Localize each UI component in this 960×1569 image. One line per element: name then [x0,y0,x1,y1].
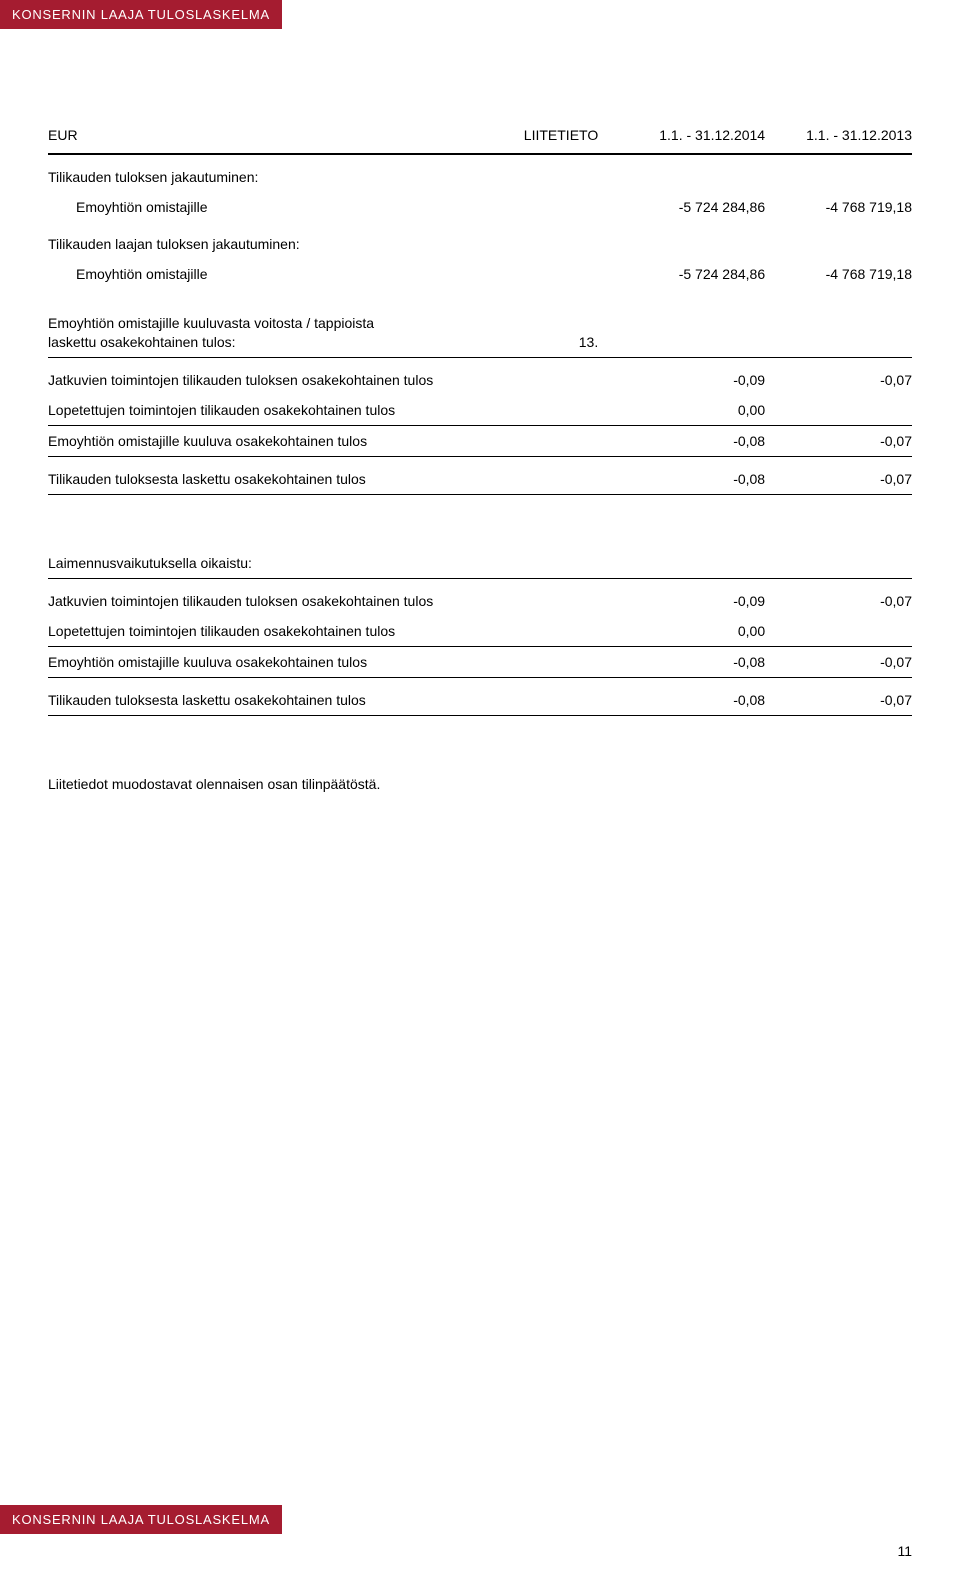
row-value-1: -5 724 284,86 [618,192,765,222]
row-value-2: -4 768 719,18 [765,192,912,222]
row-label: Laimennusvaikutuksella oikaistu: [48,495,523,579]
row-value-1: 0,00 [618,395,765,426]
row-label: Lopetettujen toimintojen tilikauden osak… [48,616,523,647]
row-label: Tilikauden tuloksesta laskettu osakekoht… [48,678,523,716]
row-label: Tilikauden tuloksen jakautuminen: [48,155,523,192]
table-row: Jatkuvien toimintojen tilikauden tulokse… [48,579,912,616]
row-value-2: -0,07 [765,358,912,395]
table-row: Tilikauden tuloksesta laskettu osakekoht… [48,678,912,716]
header-period-2: 1.1. - 31.12.2013 [765,120,912,154]
table-row: Emoyhtiön omistajille kuuluva osakekohta… [48,647,912,678]
table-row: Lopetettujen toimintojen tilikauden osak… [48,395,912,426]
row-label: Tilikauden laajan tuloksen jakautuminen: [48,222,523,259]
header-eur: EUR [48,120,523,154]
rule [48,716,912,717]
table-row: Lopetettujen toimintojen tilikauden osak… [48,616,912,647]
row-value-1: -0,08 [618,647,765,678]
row-label: Emoyhtiön omistajille [48,192,523,222]
row-value-2: -0,07 [765,579,912,616]
row-value-2: -0,07 [765,457,912,495]
row-label: Emoyhtiön omistajille kuuluvasta voitost… [48,289,523,331]
row-label: Tilikauden tuloksesta laskettu osakekoht… [48,457,523,495]
row-note: 13. [523,331,618,358]
section-banner-top: KONSERNIN LAAJA TULOSLASKELMA [0,0,282,29]
row-label: Emoyhtiön omistajille kuuluva osakekohta… [48,426,523,457]
table-row: Emoyhtiön omistajille kuuluva osakekohta… [48,426,912,457]
table-header-row: EUR LIITETIETO 1.1. - 31.12.2014 1.1. - … [48,120,912,154]
row-value-1: -0,09 [618,579,765,616]
header-note: LIITETIETO [523,120,618,154]
table-row: Laimennusvaikutuksella oikaistu: [48,495,912,579]
header-period-1: 1.1. - 31.12.2014 [618,120,765,154]
row-label: laskettu osakekohtainen tulos: [48,331,523,358]
row-label: Jatkuvien toimintojen tilikauden tulokse… [48,358,523,395]
row-label: Emoyhtiön omistajille kuuluva osakekohta… [48,647,523,678]
row-value-2: -0,07 [765,426,912,457]
section-banner-bottom: KONSERNIN LAAJA TULOSLASKELMA [0,1505,282,1534]
table-row: Emoyhtiön omistajille -5 724 284,86 -4 7… [48,259,912,289]
table-row: Tilikauden tuloksen jakautuminen: [48,155,912,192]
table-row: laskettu osakekohtainen tulos: 13. [48,331,912,358]
row-value-1: 0,00 [618,616,765,647]
row-label: Lopetettujen toimintojen tilikauden osak… [48,395,523,426]
row-value-2: -4 768 719,18 [765,259,912,289]
row-value-1: -0,09 [618,358,765,395]
row-value-1: -0,08 [618,457,765,495]
table-row: Tilikauden tuloksesta laskettu osakekoht… [48,457,912,495]
table-row: Jatkuvien toimintojen tilikauden tulokse… [48,358,912,395]
table-row: Emoyhtiön omistajille kuuluvasta voitost… [48,289,912,331]
row-label: Emoyhtiön omistajille [48,259,523,289]
footnote-text: Liitetiedot muodostavat olennaisen osan … [48,776,912,792]
content-area: EUR LIITETIETO 1.1. - 31.12.2014 1.1. - … [48,120,912,792]
income-statement-table: EUR LIITETIETO 1.1. - 31.12.2014 1.1. - … [48,120,912,716]
table-row: Tilikauden laajan tuloksen jakautuminen: [48,222,912,259]
row-value-1: -5 724 284,86 [618,259,765,289]
row-value-1: -0,08 [618,678,765,716]
row-value-2: -0,07 [765,678,912,716]
row-value-2: -0,07 [765,647,912,678]
page-number: 11 [897,1543,912,1559]
table-row: Emoyhtiön omistajille -5 724 284,86 -4 7… [48,192,912,222]
row-label: Jatkuvien toimintojen tilikauden tulokse… [48,579,523,616]
row-value-1: -0,08 [618,426,765,457]
